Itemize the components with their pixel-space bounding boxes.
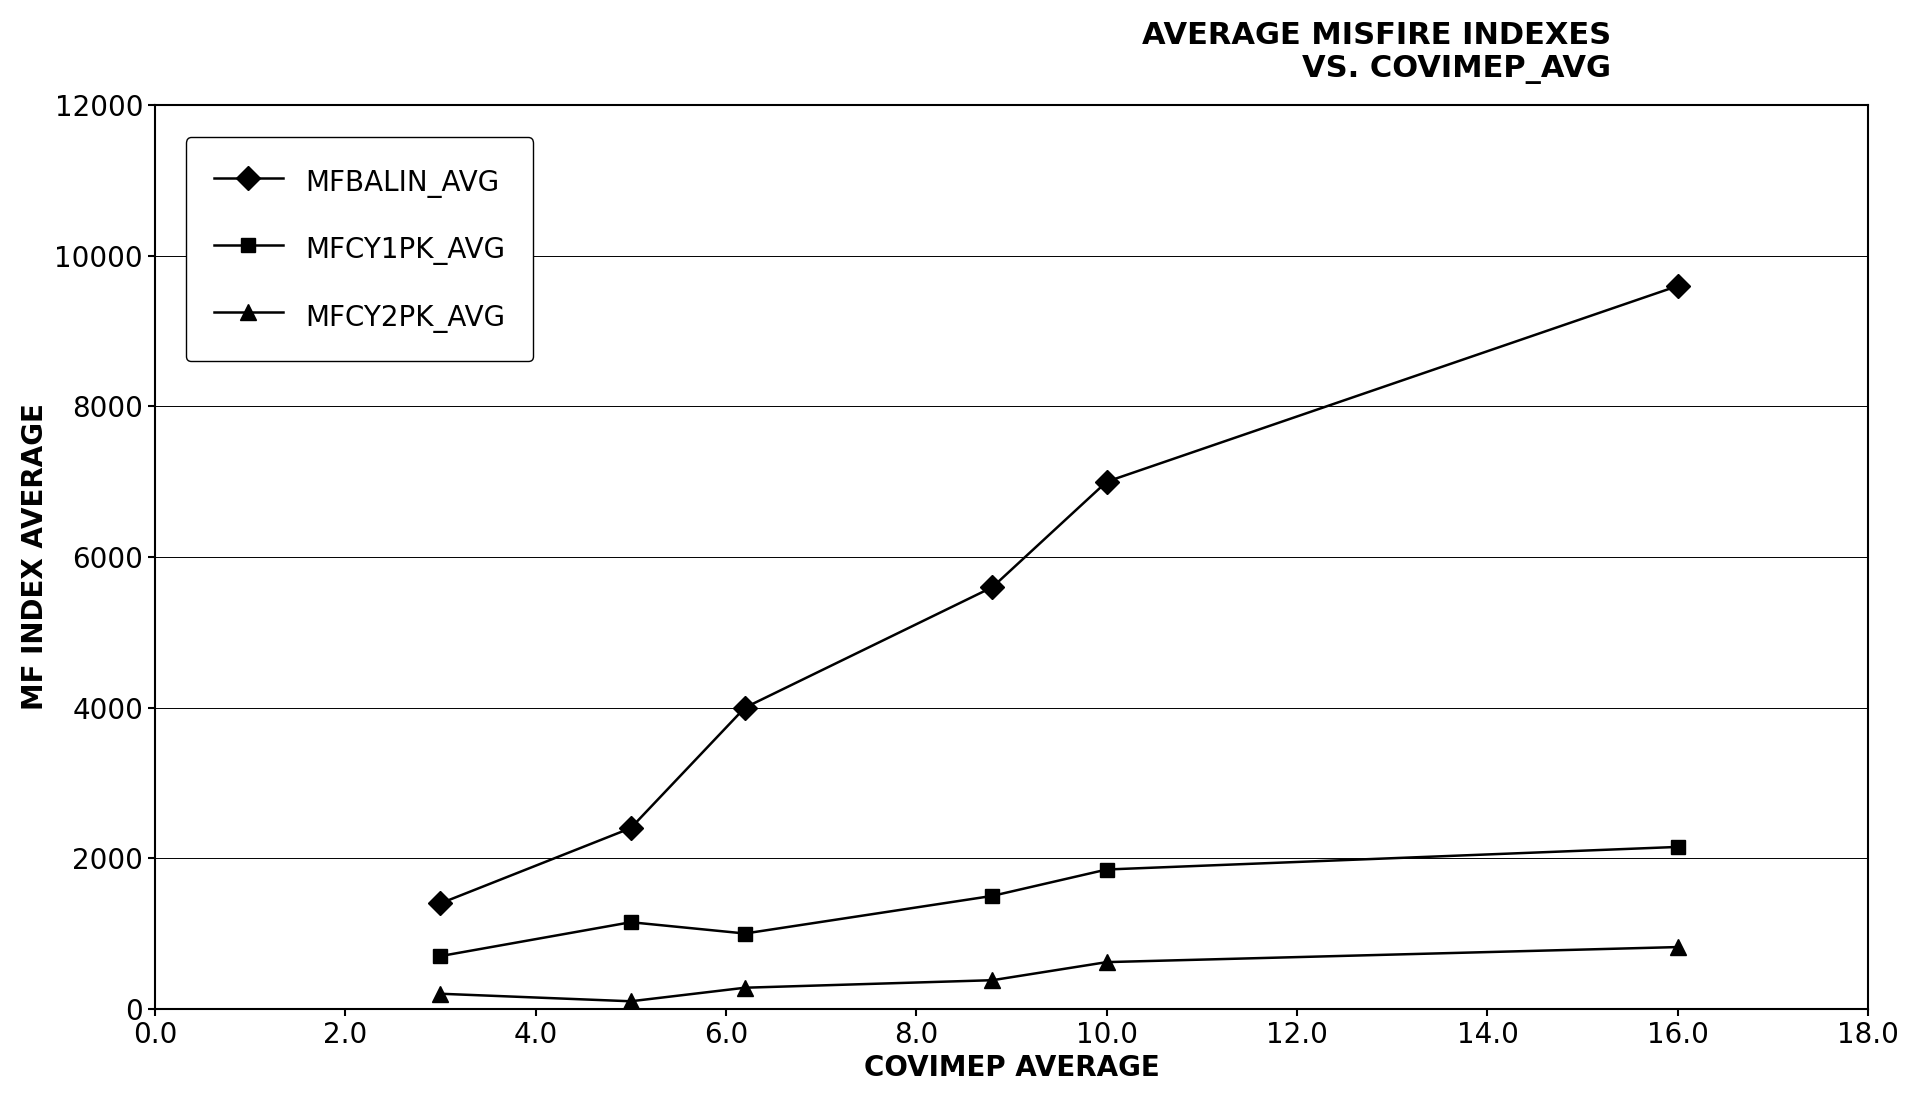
MFCY2PK_AVG	[428, 987, 451, 1000]
MFBALIN_AVG	[1094, 475, 1117, 489]
MFBALIN_AVG	[733, 702, 756, 715]
MFCY2PK_AVG	[1094, 955, 1117, 968]
MFBALIN_AVG	[620, 822, 643, 835]
MFCY1PK_AVG	[981, 889, 1004, 902]
MFBALIN_AVG	[1667, 279, 1690, 292]
MFCY1PK_AVG	[1094, 863, 1117, 876]
MFCY1PK_AVG	[620, 915, 643, 929]
MFBALIN_AVG	[981, 580, 1004, 593]
Line: MFCY1PK_AVG: MFCY1PK_AVG	[434, 840, 1684, 963]
X-axis label: COVIMEP AVERAGE: COVIMEP AVERAGE	[864, 1054, 1160, 1082]
MFCY2PK_AVG	[981, 974, 1004, 987]
MFCY2PK_AVG	[733, 981, 756, 994]
MFCY1PK_AVG	[733, 927, 756, 940]
Legend: MFBALIN_AVG, MFCY1PK_AVG, MFCY2PK_AVG: MFBALIN_AVG, MFCY1PK_AVG, MFCY2PK_AVG	[186, 137, 534, 361]
Line: MFCY2PK_AVG: MFCY2PK_AVG	[432, 939, 1686, 1009]
Text: AVERAGE MISFIRE INDEXES
VS. COVIMEP_AVG: AVERAGE MISFIRE INDEXES VS. COVIMEP_AVG	[1142, 21, 1611, 85]
Y-axis label: MF INDEX AVERAGE: MF INDEX AVERAGE	[21, 404, 48, 710]
MFCY2PK_AVG	[1667, 941, 1690, 954]
MFCY2PK_AVG	[620, 995, 643, 1008]
MFBALIN_AVG	[428, 897, 451, 910]
Line: MFBALIN_AVG: MFBALIN_AVG	[432, 278, 1686, 912]
MFCY1PK_AVG	[1667, 840, 1690, 854]
MFCY1PK_AVG	[428, 950, 451, 963]
